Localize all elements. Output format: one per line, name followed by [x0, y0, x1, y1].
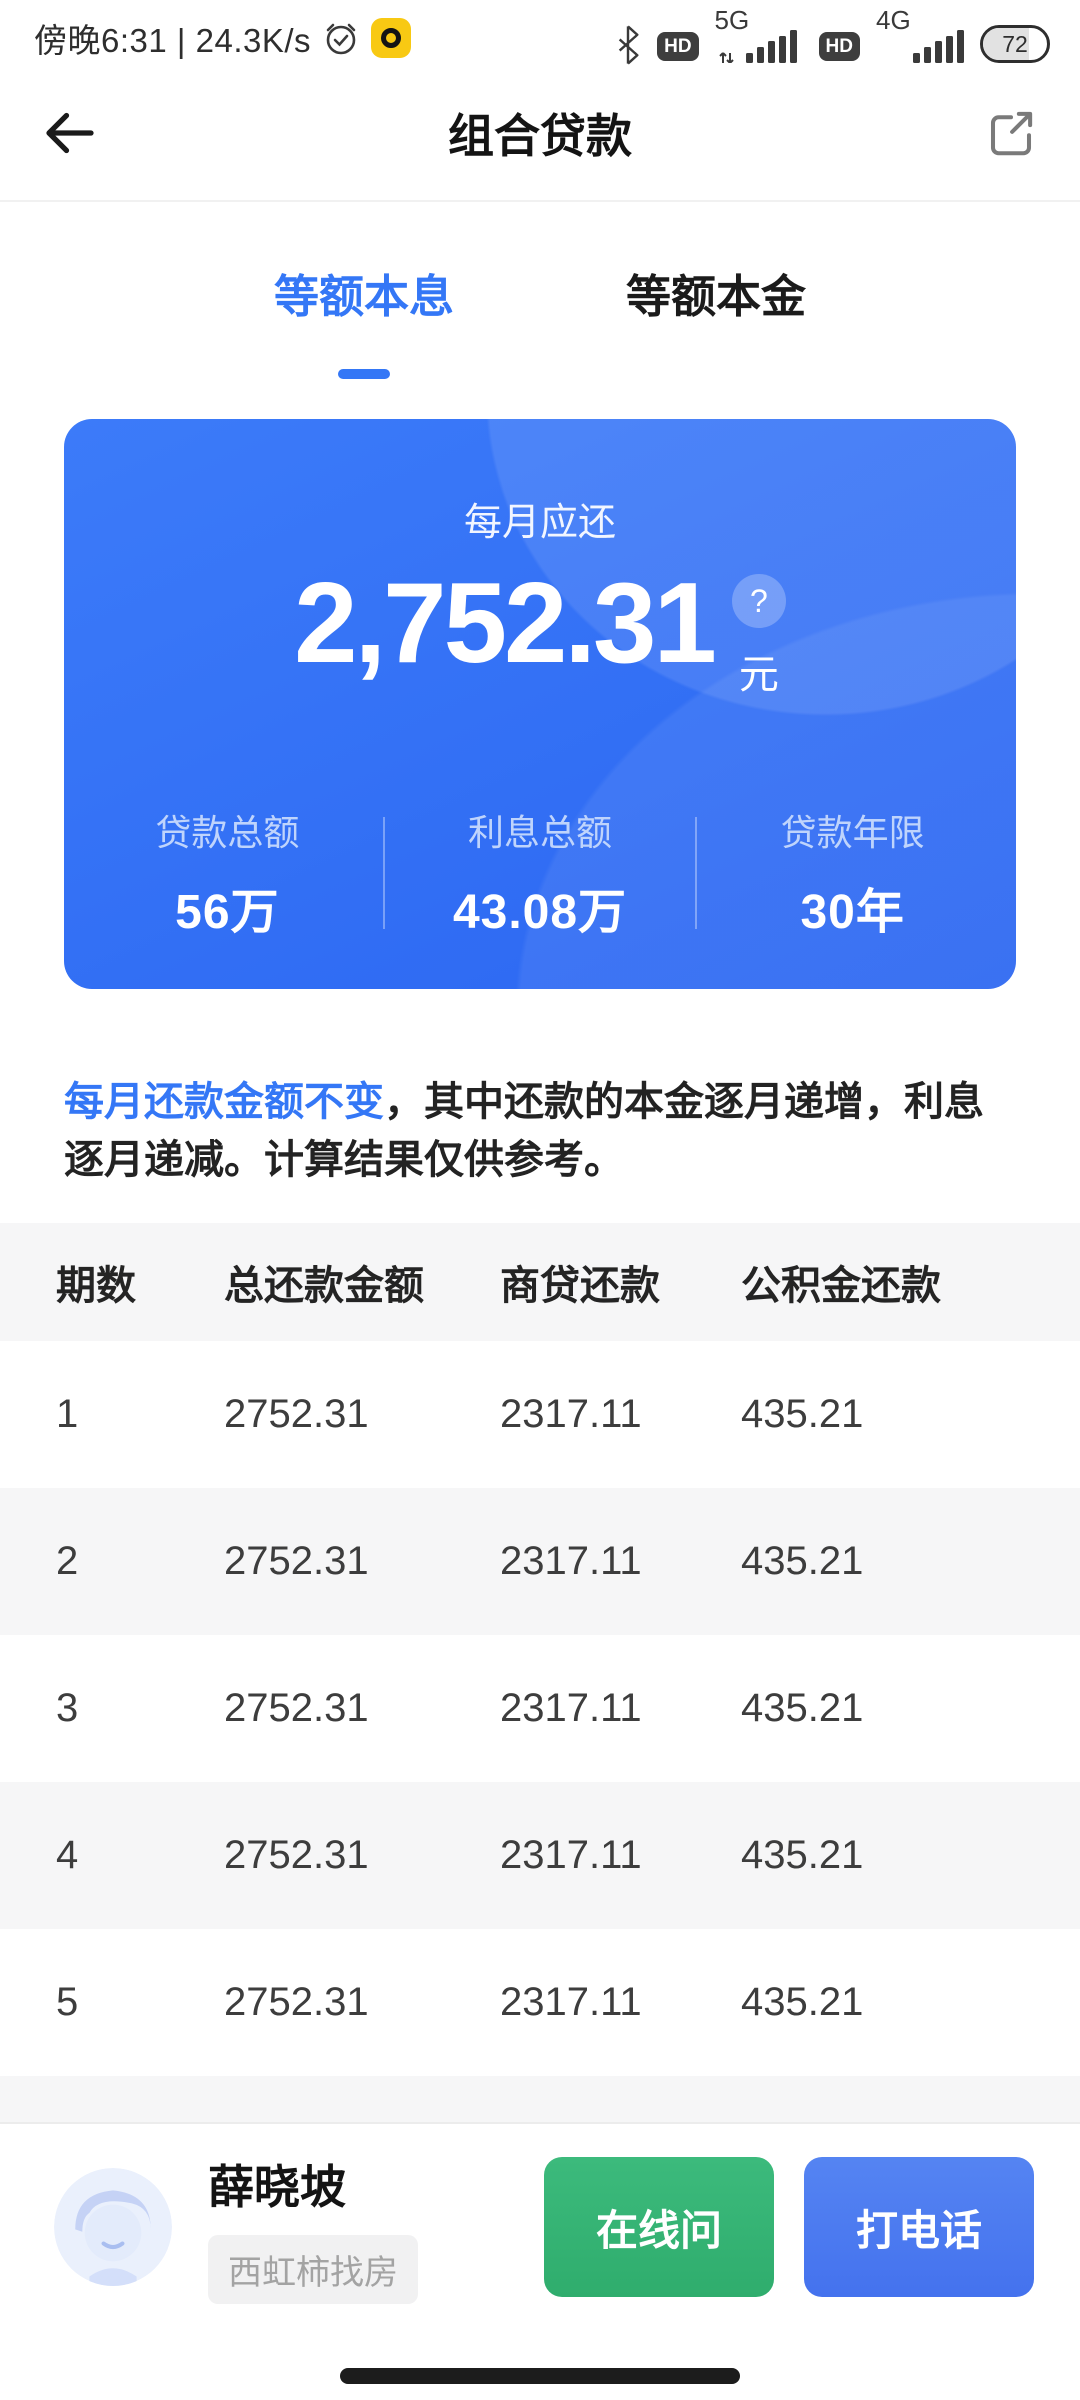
cell-fund: 435.21 — [741, 1980, 864, 2024]
cell-total: 2752.31 — [224, 1392, 369, 1436]
data-arrows-icon — [718, 52, 734, 63]
cell-commercial: 2317.11 — [500, 1833, 642, 1877]
stat-total-loan: 贷款总额 56万 — [155, 812, 300, 939]
tab-label: 等额本息 — [273, 271, 454, 322]
amount-side: ? 元 — [731, 562, 786, 700]
cell-period: 3 — [56, 1686, 79, 1730]
network-type-label-5g: 5G — [714, 5, 750, 35]
cell-total: 2752.31 — [224, 1833, 369, 1877]
tab-equal-installment[interactable]: 等额本息 — [188, 260, 540, 379]
phone-call-button[interactable]: 打电话 — [804, 2157, 1034, 2297]
status-time-speed: 傍晚6:31 | 24.3K/s — [34, 22, 312, 59]
battery-percent: 72 — [1002, 30, 1028, 57]
currency-unit: 元 — [738, 653, 779, 697]
help-icon[interactable]: ? — [731, 574, 786, 628]
share-icon[interactable] — [984, 106, 1038, 160]
agent-contact-bar: 薛晓坡 西虹柿找房 在线问 打电话 — [0, 2122, 1080, 2400]
cell-commercial: 2317.11 — [500, 1686, 642, 1730]
home-indicator[interactable] — [340, 2368, 740, 2384]
cell-total: 2752.31 — [224, 1980, 369, 2024]
tab-label: 等额本金 — [625, 271, 806, 322]
active-tab-indicator — [338, 369, 390, 379]
cell-period: 2 — [56, 1539, 79, 1583]
table-row: 1 2752.31 2317.11 435.21 — [0, 1341, 1080, 1488]
loan-stats: 贷款总额 56万 利息总额 43.08万 贷款年限 30年 — [64, 804, 1016, 942]
divider — [695, 817, 698, 929]
table-row: 5 2752.31 2317.11 435.21 — [0, 1929, 1080, 2076]
stat-loan-years: 贷款年限 30年 — [780, 812, 925, 939]
app-header: 组合贷款 — [0, 66, 1080, 202]
repayment-tabs: 等额本息 等额本金 — [0, 202, 1080, 379]
signal-5g: 5G — [715, 5, 803, 67]
description-rest: ，其中还款的本金逐月递增，利息逐月递减。计算结果仅供参考。 — [64, 1080, 984, 1182]
cell-fund: 435.21 — [741, 1392, 864, 1436]
avatar[interactable] — [54, 2168, 172, 2286]
hd-badge-sim1: HD — [657, 32, 699, 61]
card-label: 每月应还 — [463, 502, 616, 544]
action-buttons: 在线问 打电话 — [544, 2157, 1034, 2297]
col-header-total: 总还款金额 — [224, 1264, 424, 1308]
monthly-amount: 2,752.31 — [294, 560, 717, 687]
table-row: 3 2752.31 2317.11 435.21 — [0, 1635, 1080, 1782]
col-header-commercial: 商贷还款 — [500, 1264, 660, 1308]
repayment-description: 每月还款金额不变，其中还款的本金逐月递增，利息逐月递减。计算结果仅供参考。 — [64, 1073, 1016, 1189]
repayment-schedule-table[interactable]: 期数 总还款金额 商贷还款 公积金还款 1 2752.31 2317.11 43… — [0, 1223, 1080, 2133]
signal-bars-icon — [745, 30, 797, 63]
signal-bars-icon — [913, 30, 964, 63]
agent-name: 薛晓坡 — [208, 2160, 346, 2213]
status-left: 傍晚6:31 | 24.3K/s — [34, 14, 412, 62]
divider — [382, 817, 385, 929]
battery-icon: 72 — [980, 25, 1050, 63]
cell-commercial: 2317.11 — [500, 1392, 642, 1436]
table-header-row: 期数 总还款金额 商贷还款 公积金还款 — [0, 1223, 1080, 1341]
status-right: HD 5G HD 4G 72 — [615, 5, 1050, 67]
cell-fund: 435.21 — [741, 1686, 864, 1730]
online-chat-button[interactable]: 在线问 — [544, 2157, 774, 2297]
agent-avatar-illustration — [54, 2168, 172, 2286]
col-header-fund: 公积金还款 — [741, 1264, 941, 1308]
cell-total: 2752.31 — [224, 1686, 369, 1730]
back-button[interactable] — [42, 105, 98, 161]
agent-info: 薛晓坡 西虹柿找房 — [208, 2151, 418, 2304]
cell-period: 4 — [56, 1833, 79, 1877]
status-bar: 傍晚6:31 | 24.3K/s HD 5G HD 4G 72 — [0, 0, 1080, 66]
monthly-payment-card: 每月应还 2,752.31 ? 元 贷款总额 56万 利息总额 43.08万 贷… — [64, 419, 1016, 989]
table-row: 4 2752.31 2317.11 435.21 — [0, 1782, 1080, 1929]
cell-commercial: 2317.11 — [500, 1980, 642, 2024]
tab-equal-principal[interactable]: 等额本金 — [540, 260, 892, 379]
cell-fund: 435.21 — [741, 1539, 864, 1583]
amount-row: 2,752.31 ? 元 — [64, 562, 1016, 700]
signal-4g: 4G — [876, 5, 964, 67]
cell-period: 1 — [56, 1392, 79, 1436]
cell-period: 5 — [56, 1980, 79, 2024]
col-header-period: 期数 — [56, 1264, 136, 1308]
cell-total: 2752.31 — [224, 1539, 369, 1583]
agent-company-badge: 西虹柿找房 — [208, 2234, 418, 2304]
cell-fund: 435.21 — [741, 1833, 864, 1877]
alarm-icon — [326, 23, 356, 55]
stat-total-interest: 利息总额 43.08万 — [452, 812, 628, 939]
hd-badge-sim2: HD — [818, 32, 860, 61]
bluetooth-icon — [618, 25, 639, 65]
page-title: 组合贷款 — [448, 110, 632, 162]
table-row: 2 2752.31 2317.11 435.21 — [0, 1488, 1080, 1635]
battery-fill — [983, 28, 1030, 60]
network-type-label-4g: 4G — [876, 5, 911, 35]
cell-commercial: 2317.11 — [500, 1539, 642, 1583]
description-highlight: 每月还款金额不变 — [64, 1080, 384, 1124]
recorder-icon — [371, 18, 412, 58]
